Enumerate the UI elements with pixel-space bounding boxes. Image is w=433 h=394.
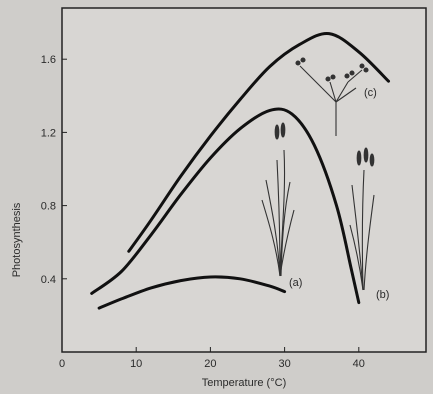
y-axis-label: Photosynthesis bbox=[11, 202, 23, 277]
series-curves bbox=[90, 32, 390, 310]
series-label-a: (a) bbox=[289, 277, 302, 289]
y-tick-label: 1.2 bbox=[41, 127, 56, 139]
series-label-b: (b) bbox=[376, 289, 389, 301]
x-ticks: 0 10 20 30 40 bbox=[59, 347, 365, 370]
x-tick-label: 0 bbox=[59, 358, 65, 370]
series-c-line bbox=[127, 32, 390, 253]
plant-c-sketch bbox=[295, 57, 369, 136]
y-tick-label: 0.4 bbox=[41, 274, 56, 286]
x-tick-label: 10 bbox=[130, 358, 142, 370]
series-a-line bbox=[97, 275, 287, 310]
series-b-line bbox=[90, 107, 361, 305]
series-label-c: (c) bbox=[364, 87, 377, 99]
x-tick-label: 20 bbox=[204, 358, 216, 370]
y-ticks: 0.4 0.8 1.2 1.6 bbox=[41, 54, 67, 286]
y-tick-label: 0.8 bbox=[41, 201, 56, 213]
x-tick-label: 40 bbox=[353, 358, 365, 370]
x-axis-label: Temperature (°C) bbox=[202, 377, 286, 389]
plot-frame bbox=[61, 7, 427, 353]
plant-a-sketch bbox=[261, 122, 295, 277]
x-tick-label: 30 bbox=[278, 358, 290, 370]
y-tick-label: 1.6 bbox=[41, 54, 56, 66]
plant-b-sketch bbox=[349, 147, 375, 291]
